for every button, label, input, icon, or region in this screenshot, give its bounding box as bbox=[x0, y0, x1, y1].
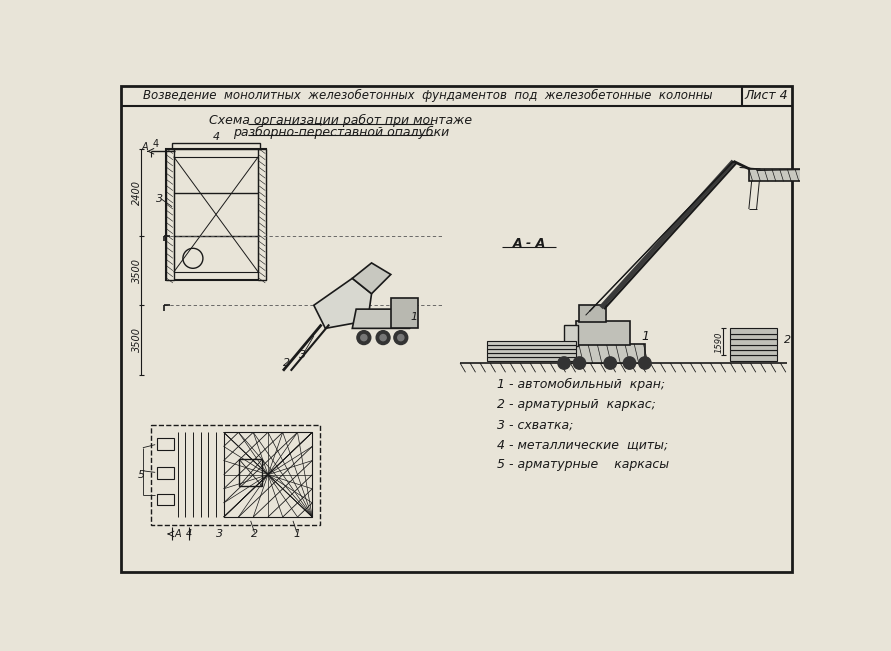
Bar bbox=[157, 467, 174, 478]
Text: 1: 1 bbox=[411, 312, 418, 322]
Circle shape bbox=[357, 331, 371, 344]
Circle shape bbox=[397, 335, 404, 340]
Bar bbox=[157, 494, 174, 505]
Bar bbox=[730, 328, 777, 334]
Text: 2 - арматурный  каркас;: 2 - арматурный каркас; bbox=[497, 398, 656, 411]
Bar bbox=[487, 342, 576, 345]
Text: 3 - схватка;: 3 - схватка; bbox=[497, 418, 574, 431]
Text: А: А bbox=[175, 529, 182, 539]
Circle shape bbox=[604, 357, 617, 369]
Bar bbox=[224, 432, 312, 517]
Text: А - А: А - А bbox=[513, 237, 546, 250]
Bar bbox=[391, 298, 418, 328]
Text: 2: 2 bbox=[251, 529, 258, 539]
Text: 5: 5 bbox=[138, 469, 145, 480]
Bar bbox=[730, 355, 777, 361]
Text: Лист 4: Лист 4 bbox=[745, 89, 789, 102]
Bar bbox=[166, 149, 266, 280]
Text: 2: 2 bbox=[784, 335, 791, 345]
Circle shape bbox=[394, 331, 408, 344]
Bar bbox=[730, 339, 777, 344]
Bar bbox=[487, 357, 576, 361]
Bar bbox=[258, 149, 266, 280]
Bar bbox=[487, 345, 576, 349]
Bar bbox=[174, 157, 258, 272]
Polygon shape bbox=[352, 263, 391, 294]
Text: 5 - арматурные    каркасы: 5 - арматурные каркасы bbox=[497, 458, 669, 471]
Text: 1590: 1590 bbox=[715, 331, 723, 353]
Text: 4: 4 bbox=[212, 132, 219, 143]
Text: 3500: 3500 bbox=[132, 327, 142, 352]
Text: 3: 3 bbox=[156, 194, 163, 204]
Bar bbox=[730, 344, 777, 350]
Circle shape bbox=[361, 335, 367, 340]
Circle shape bbox=[573, 357, 585, 369]
Bar bbox=[730, 350, 777, 355]
Text: 3500: 3500 bbox=[132, 258, 142, 283]
Text: А: А bbox=[141, 142, 148, 152]
Bar bbox=[239, 459, 262, 486]
Text: разборно-переставной опалубки: разборно-переставной опалубки bbox=[233, 126, 449, 139]
Bar bbox=[157, 439, 174, 450]
Text: Схема организации работ при монтаже: Схема организации работ при монтаже bbox=[209, 114, 472, 127]
Text: 1: 1 bbox=[641, 329, 649, 342]
Bar bbox=[166, 149, 174, 280]
Bar bbox=[748, 169, 841, 181]
Bar bbox=[730, 334, 777, 339]
Text: 4 - металлические  щиты;: 4 - металлические щиты; bbox=[497, 438, 668, 451]
Polygon shape bbox=[314, 279, 372, 328]
Bar bbox=[576, 321, 630, 345]
Bar bbox=[564, 324, 578, 346]
Bar bbox=[487, 349, 576, 353]
Polygon shape bbox=[352, 309, 410, 328]
Text: 2: 2 bbox=[283, 358, 290, 368]
Text: 1: 1 bbox=[293, 529, 300, 539]
Bar bbox=[487, 353, 576, 357]
Text: 4: 4 bbox=[152, 139, 159, 148]
Bar bbox=[151, 424, 320, 525]
Text: 2400: 2400 bbox=[132, 180, 142, 204]
Circle shape bbox=[624, 357, 635, 369]
Circle shape bbox=[380, 335, 386, 340]
Text: 4: 4 bbox=[186, 529, 192, 539]
Circle shape bbox=[558, 357, 570, 369]
Text: 1 - автомобильный  кран;: 1 - автомобильный кран; bbox=[497, 378, 666, 391]
Circle shape bbox=[639, 357, 651, 369]
Circle shape bbox=[376, 331, 390, 344]
Text: 3: 3 bbox=[298, 350, 306, 360]
Text: 3: 3 bbox=[217, 529, 224, 539]
Text: Возведение  монолитных  железобетонных  фундаментов  под  железобетонные  колонн: Возведение монолитных железобетонных фун… bbox=[143, 89, 713, 102]
Bar bbox=[172, 143, 260, 149]
Bar bbox=[579, 305, 607, 322]
Bar bbox=[560, 344, 645, 363]
